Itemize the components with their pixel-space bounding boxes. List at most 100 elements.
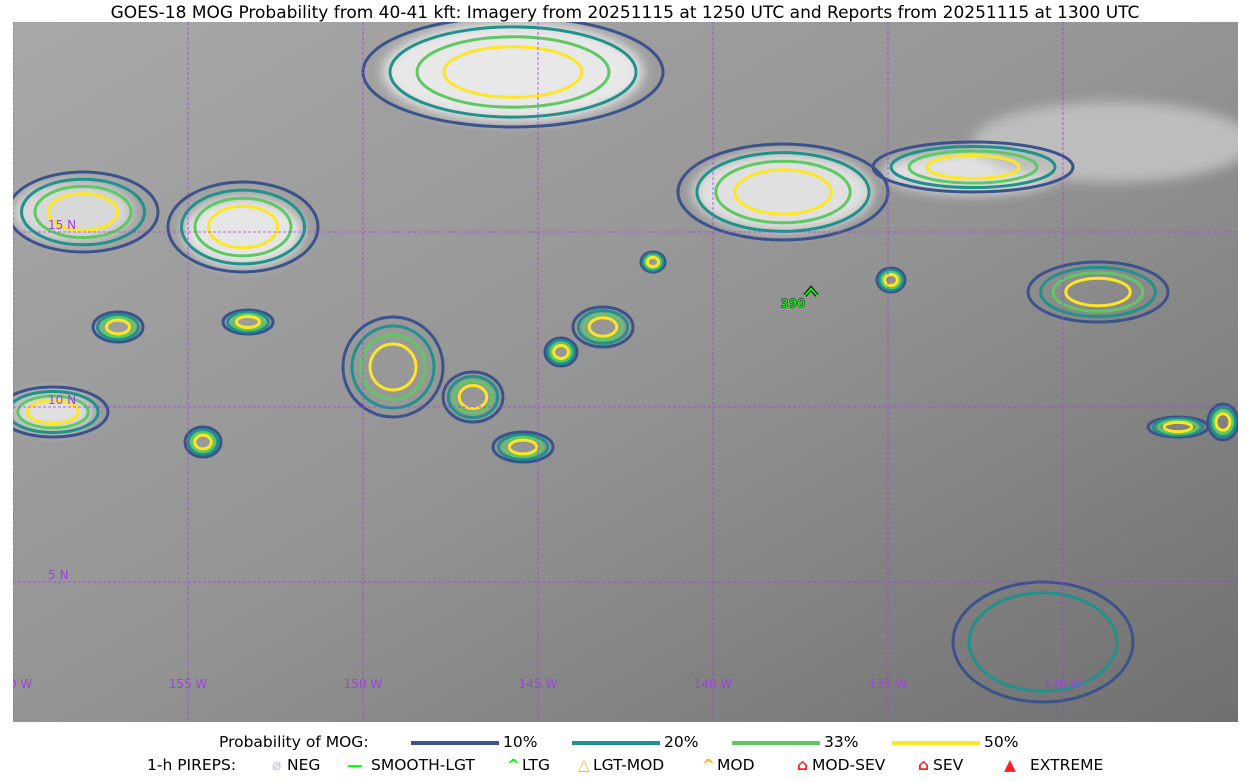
contour-10pct	[491, 430, 555, 464]
contour-33pct	[582, 312, 624, 342]
contour-33pct	[100, 315, 136, 339]
contour-20pct	[1151, 417, 1205, 437]
contour-50pct	[645, 255, 661, 269]
contour-50pct	[105, 318, 131, 336]
contour-50pct	[457, 384, 489, 410]
contour-33pct	[1051, 271, 1145, 313]
contour-10pct	[91, 310, 145, 344]
pirep-legend-entry: LGT-MOD	[593, 756, 665, 774]
contour-20pct	[350, 324, 436, 410]
pirep-legend-entry: MOD	[717, 756, 755, 774]
contour-20pct	[889, 145, 1057, 189]
contour-33pct	[643, 254, 663, 270]
contour-20pct	[226, 310, 270, 334]
contour-33pct	[907, 149, 1039, 185]
pirep-extreme-icon: ▲	[1004, 756, 1016, 774]
pirep-legend-entry: LTG	[522, 756, 550, 774]
pirep-legend-entry: EXTREME	[1030, 756, 1104, 774]
lat-lon-grid: 160 W 155 W 150 W 145 W 140 W 135 W 130 W 15 N 1…	[13, 22, 1238, 722]
contour-10pct	[183, 425, 223, 459]
pirep-lgt-mod-icon: △	[578, 756, 590, 774]
contour-50pct	[193, 433, 213, 451]
contour-50pct	[26, 399, 80, 425]
contour-50pct	[47, 192, 119, 232]
contour-33pct	[16, 394, 90, 430]
contour-33pct	[230, 312, 266, 332]
lon-tick-label: 160 W	[13, 677, 32, 691]
contour-20pct	[20, 177, 146, 247]
pirep-markers: 390	[780, 285, 819, 311]
contour-50pct	[1162, 420, 1194, 434]
contour-10pct	[221, 308, 275, 336]
contour-20pct	[446, 375, 500, 419]
lon-tick-label: 155 W	[169, 677, 208, 691]
mog-legend-entry: 33%	[824, 733, 859, 751]
lat-tick-label: 10 N	[48, 393, 76, 407]
contour-20pct	[496, 433, 550, 461]
contour-50pct	[883, 272, 899, 288]
contour-10pct	[13, 385, 110, 439]
contour-20pct	[1039, 265, 1157, 319]
pirep-sev-icon: ⌂	[918, 756, 930, 774]
pirep-legend-entry: SMOOTH-LGT	[371, 756, 475, 774]
contour-50pct	[207, 204, 279, 250]
contour-33pct	[193, 196, 293, 258]
mog-legend-entry: 10%	[503, 733, 538, 751]
contour-20pct	[13, 390, 100, 434]
lon-tick-label: 135 W	[869, 677, 908, 691]
contour-20pct	[96, 313, 140, 341]
pirep-legend-label: 1-h PIREPS:	[147, 756, 237, 774]
contour-50pct	[368, 342, 418, 392]
chart-title: GOES-18 MOG Probability from 40-41 kft: …	[110, 3, 1140, 23]
contour-20pct	[967, 591, 1119, 693]
lon-tick-label: 130 W	[1044, 677, 1083, 691]
contour-10pct	[571, 305, 635, 349]
contour-10pct	[875, 266, 907, 294]
contour-20pct	[695, 151, 871, 233]
mog-contours	[13, 22, 1238, 704]
mog-legend-swatch	[892, 741, 980, 745]
pirep-mod-sev-icon: ⌂	[797, 756, 809, 774]
contour-20pct	[878, 268, 904, 292]
mog-legend-entry: 50%	[984, 733, 1019, 751]
lat-tick-label: 15 N	[48, 218, 76, 232]
mog-legend-swatch	[411, 741, 499, 745]
contour-33pct	[880, 270, 902, 290]
contour-50pct	[1214, 412, 1232, 432]
contour-10pct	[166, 180, 320, 274]
contour-33pct	[1157, 419, 1199, 435]
contour-10pct	[441, 370, 505, 424]
contour-33pct	[1211, 408, 1235, 436]
contour-10pct	[871, 140, 1075, 194]
lon-tick-label: 140 W	[694, 677, 733, 691]
contour-50pct	[235, 314, 261, 330]
contour-10pct	[639, 250, 667, 274]
pirep-neg-icon: ⌀	[272, 756, 282, 774]
contour-33pct	[359, 333, 427, 401]
pirep-legend-entry: NEG	[287, 756, 321, 774]
mog-legend-swatch	[572, 741, 660, 745]
satellite-map: 160 W 155 W 150 W 145 W 140 W 135 W 130 W 15 N 1…	[13, 22, 1238, 722]
lon-tick-label: 145 W	[519, 677, 558, 691]
contour-50pct	[507, 438, 539, 456]
contour-20pct	[641, 252, 665, 272]
contour-10pct	[543, 336, 579, 368]
ltg-pirep-icon	[804, 286, 818, 297]
pirep-mod-icon: ^	[702, 756, 715, 774]
mog-legend-entry: 20%	[664, 733, 699, 751]
contour-50pct	[1064, 276, 1132, 308]
mog-legend-label: Probability of MOG:	[219, 733, 369, 751]
contour-10pct	[13, 170, 160, 254]
contour-20pct	[180, 188, 306, 266]
contour-50pct	[925, 154, 1021, 180]
pirep-ltg-icon: ^	[507, 756, 520, 774]
contour-33pct	[714, 159, 852, 225]
contour-10pct	[1206, 402, 1238, 442]
contour-33pct	[33, 184, 133, 240]
contour-33pct	[189, 430, 217, 454]
contour-33pct	[549, 341, 573, 363]
contour-10pct	[341, 315, 445, 419]
lat-tick-label: 5 N	[48, 568, 68, 582]
contour-10pct	[1026, 260, 1170, 324]
contour-50pct	[442, 45, 584, 99]
